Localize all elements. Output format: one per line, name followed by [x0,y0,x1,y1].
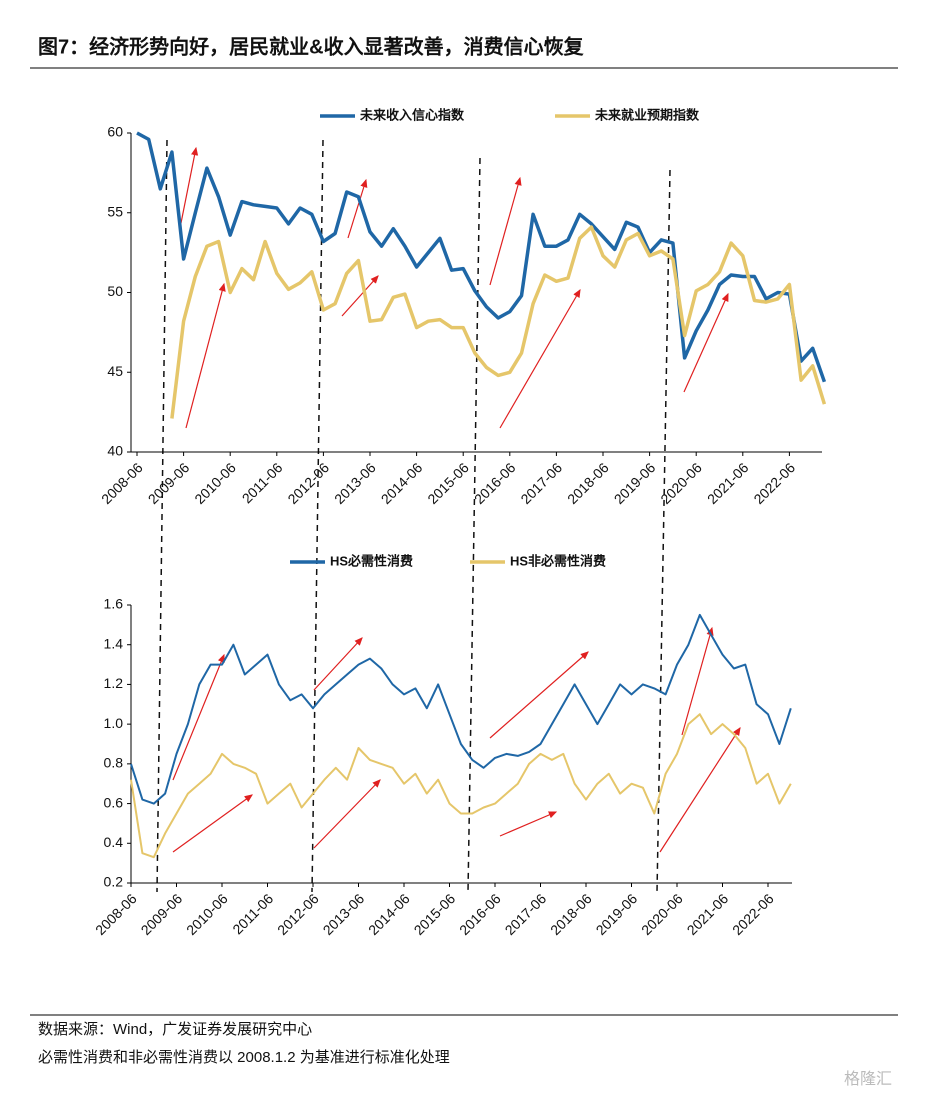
x-tick-label: 2018-06 [564,459,612,507]
x-tick-label: 2017-06 [502,890,550,938]
arrow [313,779,381,849]
y-tick-label: 60 [107,124,123,140]
x-tick-label: 2014-06 [365,890,413,938]
series-line [130,613,792,805]
arrow [179,146,199,229]
x-tick-label: 2020-06 [638,890,686,938]
arrow [172,653,225,781]
y-tick-label: 55 [107,203,123,219]
arrow [185,282,226,429]
page-title: 图7：经济形势向好，居民就业&收入显著改善，消费信心恢复 [38,34,585,58]
x-tick-label: 2017-06 [517,459,565,507]
y-tick-label: 40 [107,443,123,459]
series-line [136,131,827,383]
legend-label: 未来就业预期指数 [594,107,700,122]
x-tick-label: 2021-06 [704,459,752,507]
x-tick-label: 2009-06 [138,890,186,938]
arrow [313,637,363,691]
legend-label: HS必需性消费 [330,553,413,568]
arrow [347,178,368,239]
y-tick-label: 1.2 [104,675,124,691]
y-tick-label: 0.4 [104,834,124,850]
x-tick-label: 2012-06 [284,459,332,507]
y-tick-label: 50 [107,283,123,299]
y-tick-label: 1.4 [104,635,124,651]
arrow [659,726,741,853]
x-tick-label: 2022-06 [750,459,798,507]
x-tick-label: 2019-06 [611,459,659,507]
phase-line [156,139,168,893]
x-tick-label: 2008-06 [92,890,140,938]
x-tick-label: 2012-06 [274,890,322,938]
y-tick-label: 0.8 [104,755,124,771]
y-tick-label: 0.6 [104,794,124,810]
legend-label: 未来收入信心指数 [359,107,465,122]
x-tick-label: 2019-06 [593,890,641,938]
y-tick-label: 0.2 [104,874,124,890]
source-note: 数据来源：Wind，广发证券发展研究中心 [38,1021,312,1038]
x-tick-label: 2011-06 [239,459,286,506]
trend-arrows [172,146,741,853]
x-tick-label: 2010-06 [191,459,239,507]
x-tick-label: 2015-06 [411,890,459,938]
x-tick-label: 2016-06 [456,890,504,938]
x-tick-label: 2011-06 [229,890,276,937]
x-tick-label: 2008-06 [98,459,146,507]
method-note: 必需性消费和非必需性消费以 2008.1.2 为基准进行标准化处理 [38,1049,450,1066]
x-tick-label: 2022-06 [729,890,777,938]
arrow [499,288,581,429]
y-tick-label: 1.0 [104,715,124,731]
arrow [341,275,379,317]
arrow [172,794,253,853]
x-tick-label: 2018-06 [547,890,595,938]
arrow [489,651,589,739]
arrow [499,811,558,837]
x-tick-label: 2016-06 [471,459,519,507]
x-tick-label: 2009-06 [145,459,193,507]
phase-lines [156,139,671,893]
arrow [489,176,522,286]
x-tick-label: 2021-06 [684,890,732,938]
x-tick-label: 2015-06 [424,459,472,507]
x-tick-label: 2013-06 [331,459,379,507]
legend-label: HS非必需性消费 [510,553,606,568]
x-tick-label: 2013-06 [320,890,368,938]
arrow [681,626,714,736]
phase-line [311,139,324,893]
y-tick-label: 1.6 [104,596,124,612]
watermark: 格隆汇 [844,1070,892,1088]
series-line [170,225,827,419]
x-tick-label: 2010-06 [183,890,231,938]
y-tick-label: 45 [107,363,123,379]
series-line [130,713,792,859]
x-tick-label: 2014-06 [378,459,426,507]
arrow [683,292,729,393]
phase-line [467,157,481,893]
